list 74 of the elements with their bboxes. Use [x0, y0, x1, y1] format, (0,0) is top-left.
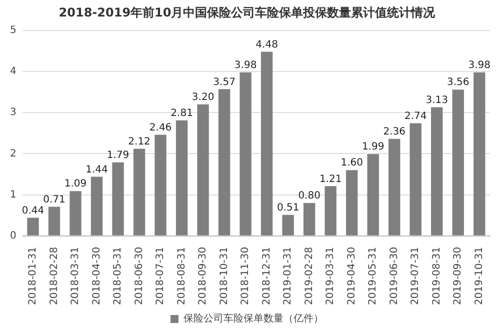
data-label: 0.80	[298, 190, 320, 202]
x-tick-label: 2019-07-31	[410, 246, 422, 306]
data-label: 2.36	[383, 126, 406, 138]
x-tick-label: 2019-01-31	[282, 246, 294, 306]
data-label: 1.09	[64, 178, 87, 190]
data-label: 2.74	[404, 110, 427, 122]
data-label: 4.48	[256, 39, 278, 50]
data-label: 3.98	[234, 60, 257, 71]
y-tick-label: 2	[10, 148, 16, 160]
data-label: 1.99	[362, 142, 384, 153]
x-tick-label: 2018-03-31	[70, 246, 82, 306]
y-tick-label: 0	[10, 230, 16, 242]
x-tick-label: 2019-03-31	[325, 246, 336, 306]
data-label: 1.21	[319, 174, 342, 185]
data-label: 2.81	[170, 108, 193, 119]
x-tick-label: 2019-09-30	[452, 246, 464, 306]
bar	[90, 176, 103, 236]
bar	[240, 72, 252, 236]
bar	[346, 170, 358, 236]
bar	[70, 191, 82, 236]
bar	[27, 218, 39, 236]
data-label: 2.12	[128, 136, 150, 148]
bar	[176, 120, 188, 236]
x-tick-label: 2019-06-30	[388, 246, 400, 306]
x-tick-label: 2018-01-31	[28, 246, 39, 306]
x-tick-label: 2018-06-30	[134, 246, 145, 306]
bar	[452, 90, 464, 236]
legend-label: 保险公司车险保单数量（亿件）	[184, 312, 324, 325]
data-label: 0.44	[22, 205, 44, 216]
x-tick-label: 2018-04-30	[91, 246, 102, 306]
bar	[218, 89, 230, 236]
data-label: 1.60	[340, 158, 363, 169]
data-label: 3.57	[213, 76, 236, 88]
bar	[112, 162, 124, 236]
bar	[197, 104, 209, 236]
bar	[154, 134, 166, 236]
bar	[48, 206, 60, 236]
x-tick-label: 2018-02-28	[48, 246, 60, 306]
data-label: 3.56	[446, 77, 470, 88]
bar	[260, 52, 273, 236]
x-tick-label: 2019-02-28	[304, 246, 315, 306]
x-tick-label: 2018-10-31	[218, 246, 230, 306]
data-label: 0.71	[43, 194, 66, 206]
bar	[431, 107, 443, 236]
chart-title: 2018-2019年前10月中国保险公司车险保单投保数量累计值统计情况	[58, 5, 436, 20]
bar	[474, 72, 486, 236]
bar	[303, 203, 316, 236]
data-label: 3.98	[468, 60, 491, 71]
data-label: 3.13	[426, 94, 448, 106]
y-tick-label: 1	[10, 189, 16, 200]
x-tick-label: 2018-11-30	[240, 246, 252, 306]
bar	[282, 214, 294, 236]
data-label: 1.79	[106, 150, 130, 161]
bar	[324, 186, 336, 236]
x-tick-label: 2018-12-31	[261, 246, 272, 306]
x-tick-label: 2018-09-30	[198, 246, 209, 306]
data-label: 1.44	[86, 164, 108, 176]
x-tick-label: 2018-05-31	[112, 246, 124, 306]
data-label: 3.20	[192, 92, 214, 103]
x-tick-label: 2019-05-31	[368, 246, 379, 306]
x-tick-label: 2018-08-31	[176, 246, 188, 306]
x-tick-label: 2018-07-31	[155, 246, 166, 306]
y-tick-label: 5	[10, 24, 16, 36]
data-label: 2.46	[149, 122, 172, 134]
bar	[410, 123, 422, 236]
data-label: 0.51	[276, 202, 300, 214]
x-tick-label: 2019-10-31	[474, 246, 485, 306]
x-tick-label: 2019-04-30	[346, 246, 358, 306]
y-tick-label: 4	[10, 66, 16, 78]
bar	[133, 148, 146, 236]
bar	[388, 138, 400, 236]
x-tick-label: 2019-08-31	[431, 246, 442, 306]
bar	[367, 154, 379, 236]
y-tick-label: 3	[10, 107, 16, 118]
